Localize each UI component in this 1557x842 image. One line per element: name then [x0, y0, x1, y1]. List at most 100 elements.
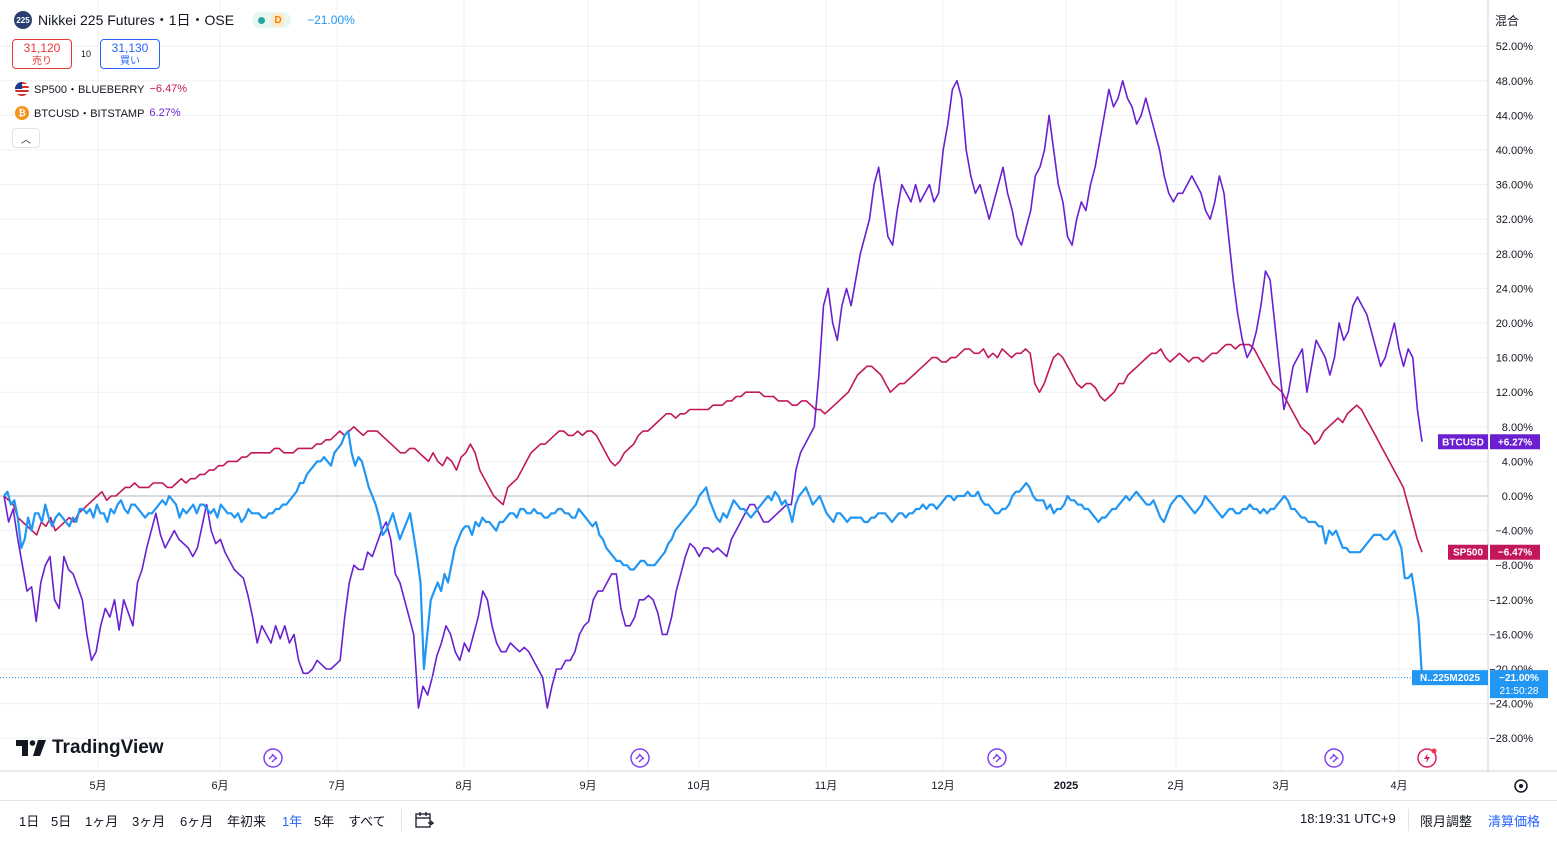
economic-event-icon[interactable] [987, 748, 1007, 768]
x-tick-label: 4月 [1390, 780, 1407, 792]
y-tick-label: 44.00% [1496, 110, 1534, 122]
scale-mode-button[interactable]: 混合 [1495, 14, 1520, 28]
tradingview-logo[interactable]: TradingView [16, 737, 164, 759]
range-button-3m[interactable]: 3ヶ月 [132, 814, 166, 829]
series-name-tag [1448, 544, 1488, 560]
range-button-5d[interactable]: 5日 [51, 814, 72, 829]
x-axis: 5月 6月 7月 8月 9月 10月 11月 12月 2025 2月 3月 4月 [89, 780, 1407, 792]
logo-text: TradingView [52, 737, 164, 758]
toolbar-divider [401, 809, 402, 831]
date-range-calendar-icon[interactable] [414, 810, 434, 830]
legend-name: BTCUSD・BITSTAMP [34, 108, 145, 120]
series-value-label: −6.47% [1498, 548, 1532, 559]
x-tick-label: 5月 [89, 780, 106, 792]
series-value-tag [1490, 434, 1540, 450]
chevron-up-icon: ︿ [21, 134, 31, 146]
y-tick-label: −28.00% [1489, 733, 1533, 745]
collapse-legend-button[interactable]: ︿ [12, 128, 40, 148]
spread-value: 10 [80, 49, 91, 59]
tradingview-logo-icon [16, 740, 46, 756]
y-tick-label: 16.00% [1496, 353, 1534, 365]
bitcoin-icon: ₿ [15, 106, 29, 120]
series-countdown-label: 21:50:28 [1500, 686, 1539, 697]
sell-button[interactable]: 31,120 売り [12, 39, 72, 69]
series-line-btcusd[interactable] [3, 80, 1423, 709]
buy-button[interactable]: 31,130 買い [100, 39, 160, 69]
series-value-tag [1490, 544, 1540, 560]
series-value-label: −21.00% [1499, 673, 1539, 684]
y-tick-label: 40.00% [1496, 145, 1534, 157]
x-tick-label: 11月 [815, 780, 837, 792]
legend-value: 6.27% [149, 107, 181, 119]
y-tick-label: 8.00% [1502, 422, 1533, 434]
series-line-n-225m2025[interactable] [3, 430, 1424, 678]
x-tick-label: 12月 [931, 780, 954, 792]
y-tick-label: −16.00% [1489, 629, 1533, 641]
series-name-label: BTCUSD [1442, 437, 1484, 448]
buy-price: 31,130 [111, 41, 149, 55]
order-panel: 31,120 売り 10 31,130 買い [12, 39, 160, 69]
us-flag-icon [15, 82, 29, 96]
y-tick-label: 36.00% [1496, 180, 1534, 192]
economic-event-icon[interactable] [263, 748, 283, 768]
sell-label: 売り [32, 56, 52, 67]
market-open-icon [258, 16, 266, 24]
event-markers [263, 748, 1437, 768]
toolbar-divider [1408, 809, 1409, 831]
symbol-change: −21.00% [307, 13, 355, 27]
range-button-1m[interactable]: 1ヶ月 [85, 814, 119, 829]
series-name-tag [1438, 434, 1488, 450]
x-tick-label: 8月 [455, 780, 472, 792]
x-tick-label: 2025 [1054, 780, 1078, 792]
y-tick-label: 52.00% [1496, 41, 1534, 53]
economic-event-icon[interactable] [1324, 748, 1344, 768]
x-tick-label: 10月 [687, 780, 710, 792]
series-name-label: SP500 [1453, 548, 1483, 559]
y-tick-label: −12.00% [1489, 595, 1533, 607]
sell-price: 31,120 [23, 41, 61, 55]
economic-event-icon[interactable] [630, 748, 650, 768]
range-button-5y[interactable]: 5年 [314, 814, 335, 829]
x-tick-label: 7月 [328, 780, 345, 792]
series-value-tag [1490, 670, 1548, 699]
range-button-ytd[interactable]: 年初来 [227, 814, 267, 829]
range-button-1d[interactable]: 1日 [19, 814, 40, 829]
contract-adjust-toggle[interactable]: 限月調整 [1420, 814, 1473, 829]
range-button-6m[interactable]: 6ヶ月 [180, 814, 214, 829]
x-tick-label: 6月 [211, 780, 228, 792]
y-tick-label: 12.00% [1496, 387, 1534, 399]
y-axis: 52.00% 48.00% 44.00% 40.00% 36.00% 32.00% 28.0… [1489, 41, 1533, 745]
lightning-event-icon[interactable] [1417, 748, 1437, 768]
chart-grid [0, 0, 1488, 771]
y-tick-label: −24.00% [1489, 699, 1533, 711]
legend-value: −6.47% [149, 83, 188, 95]
series-name-label: N..225M2025 [1420, 673, 1480, 684]
y-tick-label: 32.00% [1496, 214, 1534, 226]
range-button-all[interactable]: すべて [348, 814, 386, 829]
legend-item-btcusd[interactable]: ₿ BTCUSD・BITSTAMP 6.27% [15, 105, 181, 121]
y-tick-label: 0.00% [1502, 491, 1533, 503]
symbol-header: 225 Nikkei 225 Futures・1日・OSE D −21.00% [14, 10, 355, 30]
series-value-label: +6.27% [1498, 437, 1532, 448]
y-tick-label: 4.00% [1502, 456, 1533, 468]
delayed-data-badge: D [271, 13, 286, 27]
series-layer [0, 80, 1488, 709]
series-line-sp500[interactable] [3, 343, 1423, 553]
y-tick-label: −4.00% [1495, 526, 1533, 538]
range-button-1y[interactable]: 1年 [282, 814, 303, 829]
market-status[interactable]: D [252, 12, 292, 28]
symbol-title[interactable]: Nikkei 225 Futures・1日・OSE [38, 12, 235, 28]
series-name-tag [1412, 670, 1488, 686]
x-tick-label: 9月 [579, 780, 596, 792]
x-tick-label: 2月 [1167, 780, 1184, 792]
price-labels: BTCUSD +6.27% SP500 −6.47% N..225M2025 −21.00… [1412, 434, 1548, 699]
settlement-price-toggle[interactable]: 清算価格 [1488, 814, 1541, 829]
y-tick-label: 24.00% [1496, 283, 1534, 295]
x-tick-label: 3月 [1272, 780, 1289, 792]
timezone-clock[interactable]: 18:19:31 UTC+9 [1300, 811, 1396, 826]
legend-item-sp500[interactable]: SP500・BLUEBERRY −6.47% [15, 81, 187, 97]
bottom-toolbar: 1日 5日 1ヶ月 3ヶ月 6ヶ月 年初来 1年 5年 すべて 18:19:31… [0, 800, 1557, 842]
chart-settings-icon[interactable] [1514, 779, 1528, 793]
buy-label: 買い [120, 56, 140, 67]
